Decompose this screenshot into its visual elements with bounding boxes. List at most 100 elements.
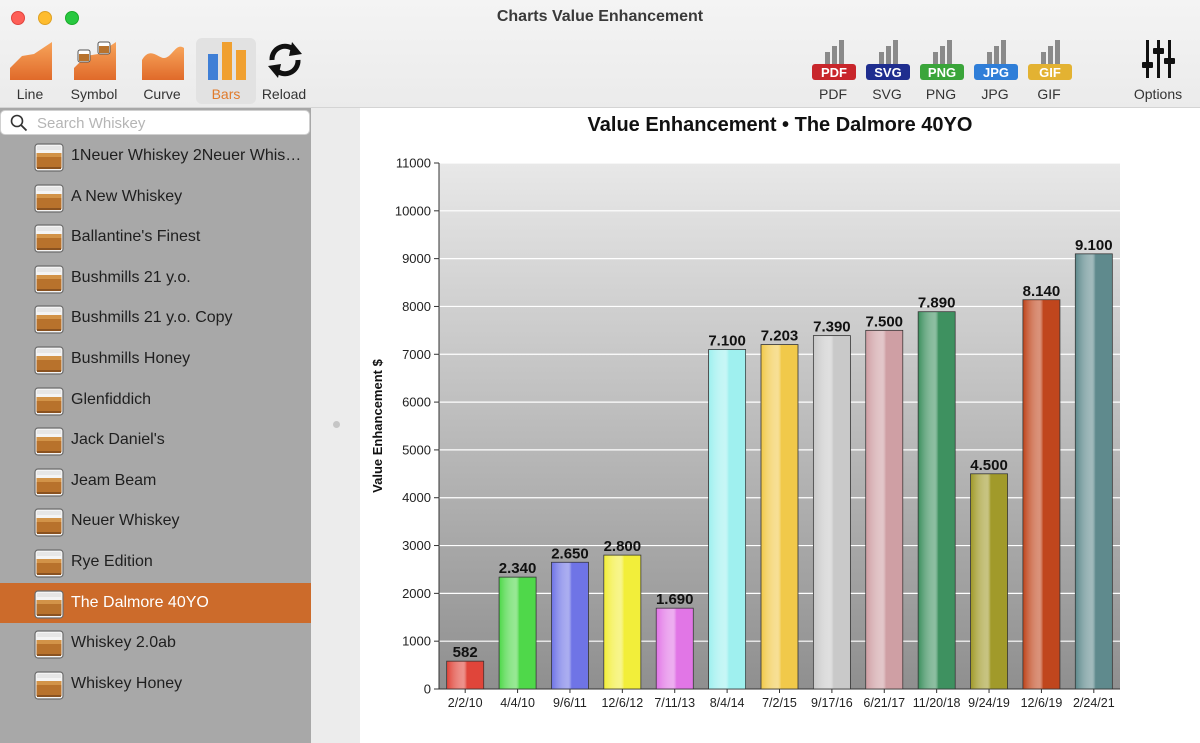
export-gif-button[interactable]: GIF GIF	[1019, 38, 1079, 104]
export-png-button[interactable]: PNG PNG	[911, 38, 971, 104]
whiskey-name: Bushmills Honey	[71, 349, 191, 367]
whiskey-name: Rye Edition	[71, 552, 153, 570]
curve-tool-label: Curve	[143, 86, 181, 102]
whiskey-glass-icon	[34, 224, 64, 253]
close-window-button[interactable]	[11, 11, 25, 25]
whiskey-glass-icon	[34, 468, 64, 497]
gif-export-icon: GIF	[1028, 40, 1072, 80]
x-tick-label: 7/11/13	[654, 696, 695, 710]
y-axis-label: Value Enhancement $	[370, 358, 385, 492]
whiskey-list-item[interactable]: Jeam Beam	[0, 461, 311, 502]
x-tick-label: 2/2/10	[448, 696, 483, 710]
whiskey-list-item[interactable]: Rye Edition	[0, 542, 311, 583]
symbol-chart-icon	[74, 41, 116, 80]
whiskey-name: A New Whiskey	[71, 187, 183, 205]
bar-highlight	[447, 661, 484, 689]
curve-tool-button[interactable]: Curve	[132, 38, 192, 104]
export-jpg-button[interactable]: JPG JPG	[965, 38, 1025, 104]
options-button[interactable]: Options	[1128, 38, 1188, 104]
whiskey-glass-icon	[34, 305, 64, 334]
bar-highlight	[813, 336, 850, 689]
whiskey-glass-icon	[34, 143, 64, 172]
search-input[interactable]	[37, 114, 302, 132]
whiskey-name: 1Neuer Whiskey 2Neuer Whiskey	[71, 147, 307, 164]
options-label: Options	[1133, 86, 1183, 102]
whiskey-list-item[interactable]: 1Neuer Whiskey 2Neuer Whiskey	[0, 136, 311, 177]
bar-value-label: 9.100	[1075, 237, 1113, 254]
x-tick-label: 7/2/15	[762, 696, 797, 710]
svg-export-icon: SVG	[866, 40, 910, 80]
whiskey-glass-icon	[34, 265, 64, 294]
bar-highlight	[604, 555, 641, 689]
whiskey-name: Bushmills 21 y.o. Copy	[71, 309, 233, 327]
y-tick-label: 11000	[396, 156, 431, 171]
whiskey-list-item[interactable]: Jack Daniel's	[0, 420, 311, 461]
y-tick-label: 6000	[402, 395, 431, 410]
whiskey-glass-icon	[34, 630, 64, 659]
bar-value-label: 7.203	[761, 328, 799, 345]
reload-tool-button[interactable]: Reload	[254, 38, 314, 104]
search-icon	[10, 114, 28, 132]
whiskey-glass-icon	[34, 346, 64, 375]
whiskey-list-item[interactable]: Whiskey Honey	[0, 664, 311, 705]
bars-tool-label: Bars	[211, 86, 241, 102]
bar-highlight	[1023, 300, 1060, 689]
y-tick-label: 1000	[402, 634, 431, 649]
gif-badge-text: GIF	[1039, 65, 1061, 80]
whiskey-list-item[interactable]: Bushmills 21 y.o.	[0, 258, 311, 299]
bar-chart: Value Enhancement • The Dalmore 40YO 0 100…	[370, 114, 1120, 710]
bar-highlight	[499, 577, 536, 689]
whiskey-glass-icon	[34, 549, 64, 578]
bar-value-label: 7.500	[865, 313, 903, 330]
jpg-export-icon: JPG	[974, 40, 1018, 80]
export-pdf-label: PDF	[819, 86, 847, 102]
whiskey-list-item[interactable]: Neuer Whiskey	[0, 501, 311, 542]
symbol-tool-label: Symbol	[70, 86, 118, 102]
chart-title: Value Enhancement • The Dalmore 40YO	[588, 114, 973, 136]
whiskey-list-item[interactable]: Whiskey 2.0ab	[0, 623, 311, 664]
bar-value-label: 2.650	[551, 545, 589, 562]
whiskey-list-item[interactable]: Bushmills Honey	[0, 339, 311, 380]
bar-value-label: 4.500	[970, 457, 1008, 474]
x-tick-label: 6/21/17	[863, 696, 905, 710]
bar-value-label: 7.100	[708, 332, 746, 349]
whiskey-list: 1Neuer Whiskey 2Neuer Whiskey A New Whisk…	[0, 136, 311, 704]
bars-tool-button[interactable]: Bars	[196, 38, 256, 104]
png-export-icon: PNG	[920, 40, 964, 80]
line-chart-icon	[10, 42, 52, 80]
bar-highlight	[656, 608, 693, 689]
whiskey-name: Bushmills 21 y.o.	[71, 268, 191, 286]
whiskey-list-item[interactable]: A New Whiskey	[0, 177, 311, 218]
chart-pane: Value Enhancement • The Dalmore 40YO 0 100…	[360, 108, 1200, 743]
export-jpg-label: JPG	[981, 86, 1009, 102]
svg-badge-text: SVG	[874, 65, 901, 80]
whiskey-list-item[interactable]: Ballantine's Finest	[0, 217, 311, 258]
export-svg-button[interactable]: SVG SVG	[857, 38, 917, 104]
splitter-handle[interactable]	[333, 421, 340, 428]
bar-highlight	[551, 562, 588, 689]
whiskey-name: The Dalmore 40YO	[71, 593, 209, 611]
whiskey-list-item[interactable]: Glenfiddich	[0, 380, 311, 421]
line-tool-button[interactable]: Line	[0, 38, 60, 104]
bar-highlight	[1075, 254, 1112, 689]
search-field[interactable]	[0, 110, 310, 135]
bar-chart-icon	[208, 42, 246, 80]
whiskey-list-item[interactable]: The Dalmore 40YO	[0, 582, 311, 624]
export-gif-label: GIF	[1037, 86, 1061, 102]
zoom-window-button[interactable]	[65, 11, 79, 25]
y-tick-label: 8000	[402, 299, 431, 314]
minimize-window-button[interactable]	[38, 11, 52, 25]
whiskey-glass-icon	[34, 183, 64, 213]
bar-value-label: 2.800	[604, 538, 642, 555]
symbol-tool-button[interactable]: Symbol	[64, 38, 124, 104]
bar-highlight	[761, 345, 798, 689]
y-tick-label: 2000	[402, 586, 431, 601]
export-svg-label: SVG	[872, 86, 902, 102]
x-tick-label: 2/24/21	[1073, 696, 1115, 710]
export-pdf-button[interactable]: PDF PDF	[803, 38, 863, 104]
x-tick-label: 9/6/11	[553, 696, 587, 710]
split-view-divider[interactable]	[311, 108, 360, 743]
y-tick-label: 9000	[402, 251, 431, 266]
whiskey-list-item[interactable]: Bushmills 21 y.o. Copy	[0, 298, 311, 339]
line-tool-label: Line	[16, 86, 44, 102]
